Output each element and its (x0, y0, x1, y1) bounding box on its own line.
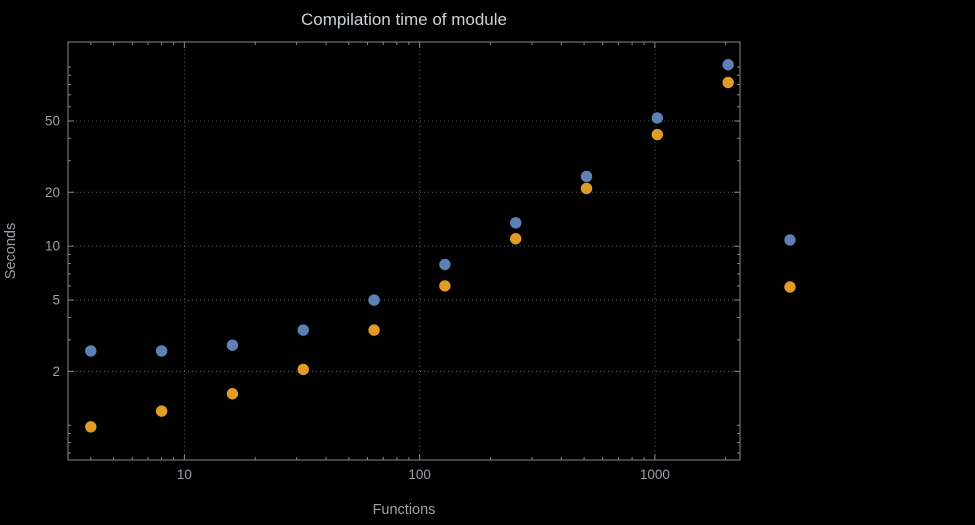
y-axis-label: Seconds (3, 223, 19, 279)
orange-series-point (580, 182, 593, 195)
ticks-layer: 10 100 1000 2 5 10 20 50 (45, 41, 741, 482)
legend-marker-blue-series (784, 234, 796, 246)
y-tick-label: 5 (52, 293, 60, 308)
blue-series-point (368, 294, 380, 306)
orange-series-point (85, 421, 97, 433)
orange-series-point (722, 76, 734, 89)
x-tick-label: 1000 (640, 467, 670, 482)
y-tick-label: 50 (45, 113, 60, 128)
y-tick-label: 20 (45, 185, 60, 200)
blue-series-point (226, 339, 239, 351)
orange-series-point (155, 405, 168, 417)
blue-series-point (85, 345, 97, 357)
x-tick-label: 100 (408, 467, 431, 482)
blue-series-point (297, 324, 309, 336)
legend-marker-orange-series (784, 281, 796, 293)
chart-title: Compilation time of module (301, 10, 507, 29)
orange-series-point (651, 128, 664, 141)
orange-series-point (368, 324, 380, 336)
x-axis-label: Functions (373, 502, 436, 518)
orange-series-point (297, 363, 309, 376)
blue-series-point (509, 217, 522, 229)
points-layer (85, 59, 734, 433)
orange-series-point (439, 280, 451, 292)
blue-series-point (155, 345, 168, 357)
orange-series-point (226, 388, 239, 400)
y-tick-label: 10 (45, 239, 60, 254)
y-tick-label: 2 (52, 364, 60, 379)
grid-layer (68, 42, 740, 460)
plot-frame (67, 41, 741, 461)
blue-series-point (651, 112, 664, 124)
legend-layer (784, 234, 796, 293)
blue-series-point (439, 258, 451, 271)
orange-series-point (509, 233, 522, 245)
x-tick-label: 10 (177, 467, 192, 482)
blue-series-point (722, 59, 734, 71)
blue-series-point (580, 170, 593, 183)
